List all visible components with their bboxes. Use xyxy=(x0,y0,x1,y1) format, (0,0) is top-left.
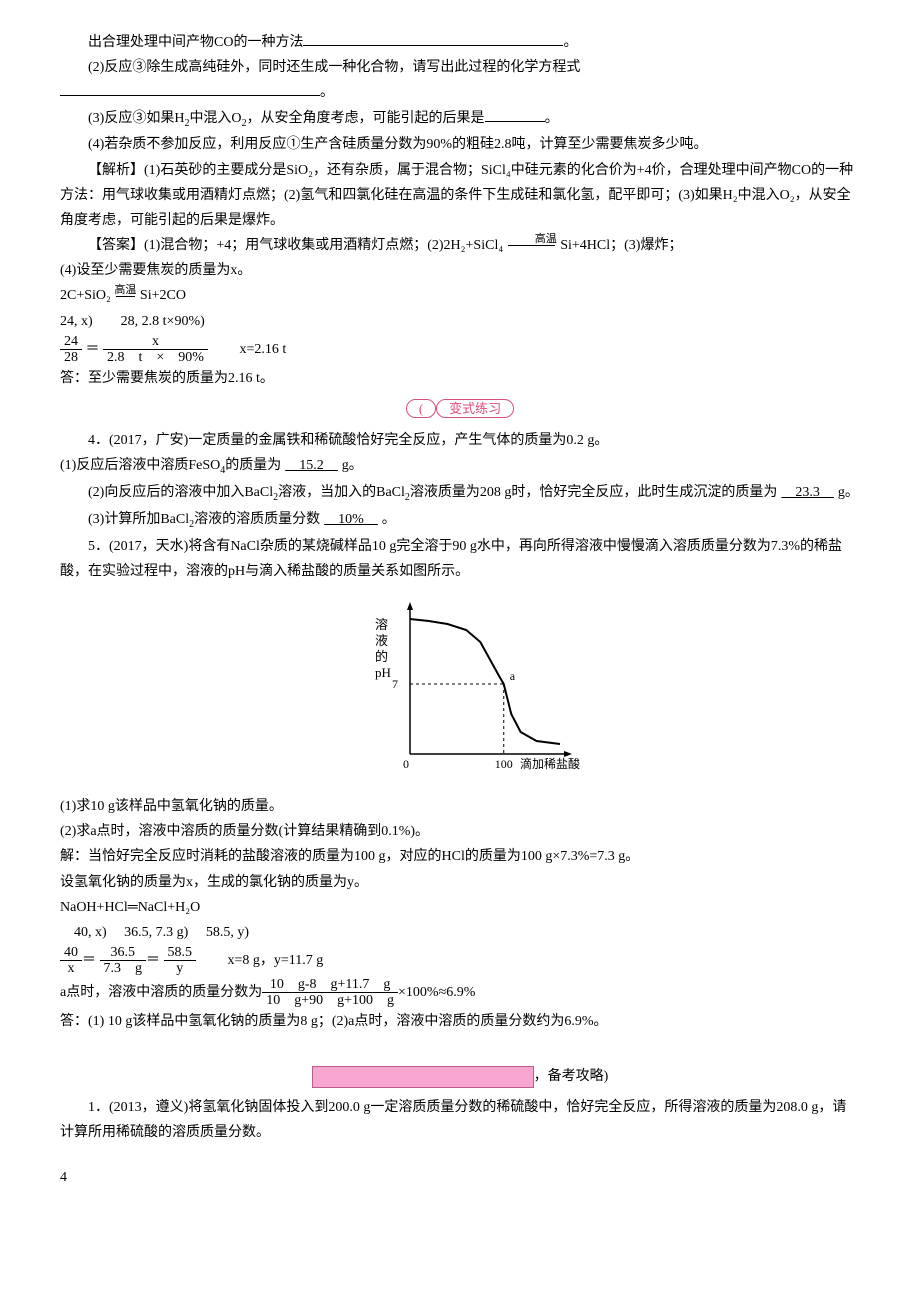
svg-text:a: a xyxy=(510,669,516,683)
answer-frac: 2428 ＝ x2.8 t × 90% x=2.16 t xyxy=(60,334,860,366)
intro-blank2-row: 。 xyxy=(60,80,860,105)
variation-section-label: (变式练习 xyxy=(60,397,860,422)
svg-text:液: 液 xyxy=(375,633,388,648)
q4-ans1: 15.2 xyxy=(281,458,342,473)
fraction-1: 40x xyxy=(60,945,82,977)
fraction-2: 36.57.3 g xyxy=(100,945,147,977)
fraction-a: 10 g-8 g+11.7 g10 g+90 g+100 g xyxy=(262,977,398,1009)
fraction-left: 2428 xyxy=(60,334,82,366)
q5-a-point: a点时，溶液中溶质的质量分数为10 g-8 g+11.7 g10 g+90 g+… xyxy=(60,977,860,1009)
blank-2 xyxy=(60,95,320,96)
svg-text:0: 0 xyxy=(403,757,409,771)
answer-line1: 【答案】(1)混合物；+4；用气球收集或用酒精灯点燃；(2)2H₂+SiCl₄ … xyxy=(60,233,860,258)
q5-p2: (2)求a点时，溶液中溶质的质量分数(计算结果精确到0.1%)。 xyxy=(60,819,860,844)
intro-line2: (2)反应③除生成高纯硅外，同时还生成一种化合物，请写出此过程的化学方程式 xyxy=(60,55,860,80)
q5-eq: NaOH+HCl═NaCl+H₂O xyxy=(60,895,860,920)
svg-text:pH: pH xyxy=(375,665,391,680)
answer-final: 答：至少需要焦炭的质量为2.16 t。 xyxy=(60,366,860,391)
q5-p1: (1)求10 g该样品中氢氧化钠的质量。 xyxy=(60,794,860,819)
svg-text:的: 的 xyxy=(375,649,388,664)
blank-1 xyxy=(303,45,563,46)
bracket-icon: ( xyxy=(406,399,436,418)
intro-line3: (3)反应③如果H2中混入O2，从安全角度考虑，可能引起的后果是。 xyxy=(60,106,860,133)
intro-line4: (4)若杂质不参加反应，利用反应①生产含硅质量分数为90%的粗硅2.8吨，计算至… xyxy=(60,132,860,157)
strategy-divider: ，备考攻略) xyxy=(60,1064,860,1089)
strategy-suffix: ，备考攻略) xyxy=(534,1069,609,1084)
answer-eq: 2C+SiO₂ 高温 Si+2CO xyxy=(60,283,860,308)
variation-label-text: 变式练习 xyxy=(436,399,514,418)
q4-p1: (1)反应后溶液中溶质FeSO4的质量为 15.2 g。 xyxy=(60,453,860,480)
analysis-text: 【解析】(1)石英砂的主要成分是SiO₂，还有杂质，属于混合物；SiCl₄中硅元… xyxy=(60,158,860,234)
q5-sol1: 解：当恰好完全反应时消耗的盐酸溶液的质量为100 g，对应的HCl的质量为100… xyxy=(60,844,860,869)
reaction-condition-icon: 高温 xyxy=(507,234,557,257)
svg-text:滴加稀盐酸质量/g: 滴加稀盐酸质量/g xyxy=(520,756,580,771)
svg-text:溶: 溶 xyxy=(375,617,388,632)
q5-stem: 5．(2017，天水)将含有NaCl杂质的某烧碱样品10 g完全溶于90 g水中… xyxy=(60,534,860,584)
answer-line2: (4)设至少需要焦炭的质量为x。 xyxy=(60,258,860,283)
q4-p3: (3)计算所加BaCl2溶液的溶质质量分数 10% 。 xyxy=(60,507,860,534)
q4-ans3: 10% xyxy=(320,512,382,527)
q1-stem: 1．(2013，遵义)将氢氧化钠固体投入到200.0 g一定溶质质量分数的稀硫酸… xyxy=(60,1095,860,1145)
page-number: 4 xyxy=(60,1165,860,1190)
svg-text:100: 100 xyxy=(495,757,513,771)
q5-sol2: 设氢氧化钠的质量为x，生成的氯化钠的质量为y。 xyxy=(60,870,860,895)
q5-final: 答：(1) 10 g该样品中氢氧化钠的质量为8 g；(2)a点时，溶液中溶质的质… xyxy=(60,1009,860,1034)
fraction-right: x2.8 t × 90% xyxy=(103,334,208,366)
svg-text:7: 7 xyxy=(392,677,398,691)
q4-ans2: 23.3 xyxy=(777,485,838,500)
q5-row: 40, x) 36.5, 7.3 g) 58.5, y) xyxy=(60,920,860,945)
blank-3 xyxy=(485,121,545,122)
reaction-condition-icon: 高温 xyxy=(114,285,136,308)
intro-line1: 出合理处理中间产物CO的一种方法。 xyxy=(60,30,860,55)
strategy-box-icon xyxy=(312,1066,534,1088)
answer-row1: 24, x) 28, 2.8 t×90%) xyxy=(60,309,860,334)
q5-frac: 40x＝ 36.57.3 g＝ 58.5y x=8 g，y=11.7 g xyxy=(60,945,860,977)
ph-curve-chart: 溶液的pH7 0 100 a 滴加稀盐酸质量/g xyxy=(340,594,580,784)
q4-stem: 4．(2017，广安)一定质量的金属铁和稀硫酸恰好完全反应，产生气体的质量为0.… xyxy=(60,428,860,453)
q4-p2: (2)向反应后的溶液中加入BaCl2溶液，当加入的BaCl2溶液质量为208 g… xyxy=(60,480,860,507)
fraction-3: 58.5y xyxy=(164,945,197,977)
